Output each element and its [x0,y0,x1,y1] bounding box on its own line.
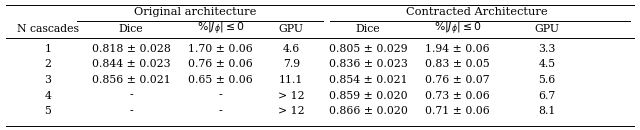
Text: -: - [129,106,133,116]
Text: 7.9: 7.9 [283,59,300,69]
Text: Dice: Dice [356,24,380,34]
Text: Dice: Dice [119,24,143,34]
Text: $\%|J_{\phi}| \leq 0$: $\%|J_{\phi}| \leq 0$ [197,21,244,37]
Text: 5: 5 [45,106,51,116]
Text: 8.1: 8.1 [538,106,556,116]
Text: 5.6: 5.6 [539,75,556,85]
Text: 0.854 ± 0.021: 0.854 ± 0.021 [329,75,407,85]
Text: 3.3: 3.3 [538,44,556,54]
Text: 0.71 ± 0.06: 0.71 ± 0.06 [425,106,490,116]
Text: -: - [219,91,223,100]
Text: 4: 4 [45,91,51,100]
Text: 1.94 ± 0.06: 1.94 ± 0.06 [426,44,490,54]
Text: > 12: > 12 [278,91,305,100]
Text: 3: 3 [45,75,51,85]
Text: 0.73 ± 0.06: 0.73 ± 0.06 [425,91,490,100]
Text: 0.65 ± 0.06: 0.65 ± 0.06 [188,75,253,85]
Text: 0.859 ± 0.020: 0.859 ± 0.020 [329,91,407,100]
Text: 0.76 ± 0.06: 0.76 ± 0.06 [188,59,253,69]
Text: Original architecture: Original architecture [134,7,257,17]
Text: -: - [129,91,133,100]
Text: 0.836 ± 0.023: 0.836 ± 0.023 [328,59,408,69]
Text: 4.5: 4.5 [539,59,556,69]
Text: 11.1: 11.1 [279,75,303,85]
Text: 0.856 ± 0.021: 0.856 ± 0.021 [92,75,171,85]
Text: 0.805 ± 0.029: 0.805 ± 0.029 [329,44,407,54]
Text: N cascades: N cascades [17,24,79,34]
Text: -: - [219,106,223,116]
Text: 1.70 ± 0.06: 1.70 ± 0.06 [188,44,253,54]
Text: 0.866 ± 0.020: 0.866 ± 0.020 [328,106,408,116]
Text: GPU: GPU [534,24,560,34]
Text: 0.818 ± 0.028: 0.818 ± 0.028 [92,44,171,54]
Text: 4.6: 4.6 [283,44,300,54]
Text: GPU: GPU [278,24,304,34]
Text: 0.83 ± 0.05: 0.83 ± 0.05 [425,59,490,69]
Text: 1: 1 [45,44,51,54]
Text: Contracted Architecture: Contracted Architecture [406,7,548,17]
Text: 2: 2 [45,59,51,69]
Text: 6.7: 6.7 [539,91,556,100]
Text: > 12: > 12 [278,106,305,116]
Text: 0.76 ± 0.07: 0.76 ± 0.07 [426,75,490,85]
Text: $\%|J_{\phi}| \leq 0$: $\%|J_{\phi}| \leq 0$ [434,21,481,37]
Text: 0.844 ± 0.023: 0.844 ± 0.023 [92,59,170,69]
